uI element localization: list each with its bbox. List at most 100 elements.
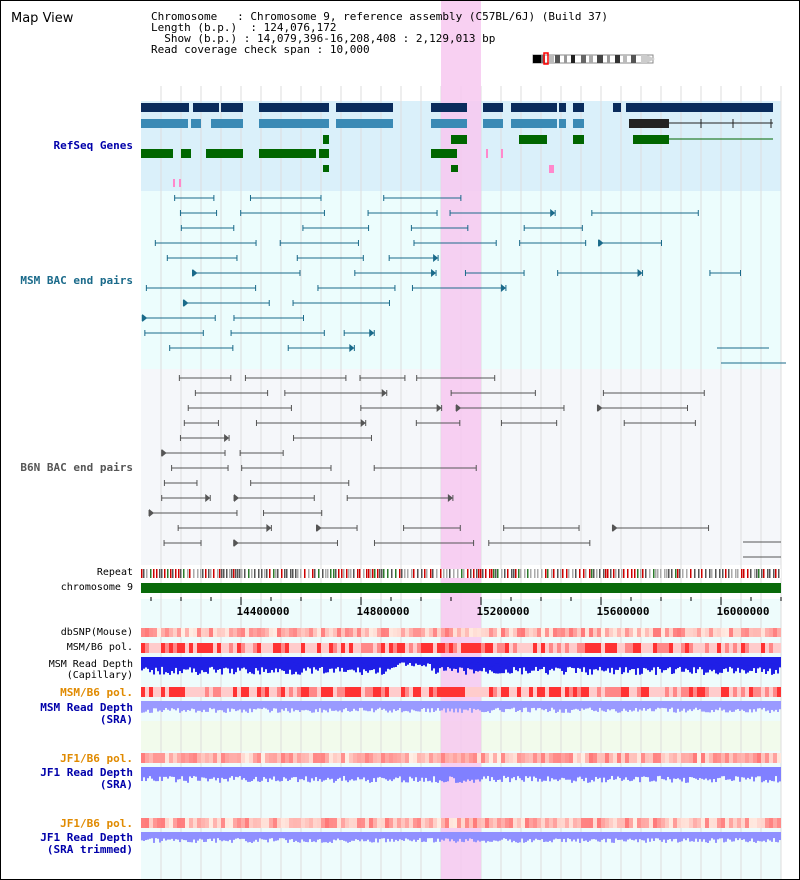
jf1-depth-bar — [777, 767, 779, 783]
msm-b6-pol-cell — [609, 643, 613, 653]
dbsnp-cell — [157, 628, 161, 637]
msm-b6-pol-sra-cell — [769, 687, 773, 697]
jf1-b6-pol-trim-cell — [353, 818, 357, 828]
jf1-b6-pol-cell — [681, 753, 685, 763]
chromosome-ideogram[interactable] — [531, 52, 656, 65]
jf1-depth-trim-bar — [465, 832, 467, 840]
jf1-b6-pol-cell — [629, 753, 633, 763]
jf1-b6-pol-trim-cell — [257, 818, 261, 828]
repeat-element — [241, 569, 243, 578]
msm-depth-sra-bar — [273, 701, 275, 709]
msm-b6-pol-sra-cell — [661, 687, 665, 697]
jf1-b6-pol-cell — [353, 753, 357, 763]
msm-b6-pol-cell — [413, 643, 417, 653]
dbsnp-cell — [441, 628, 445, 637]
dbsnp-cell — [681, 628, 685, 637]
repeat-element — [711, 569, 713, 578]
msm-depth-cap-bar — [253, 657, 255, 675]
msm-b6-pol-sra-cell — [593, 687, 597, 697]
jf1-depth-bar — [155, 767, 157, 782]
jf1-depth-line1: JF1 Read Depth — [40, 766, 133, 779]
jf1-depth-bar — [281, 767, 283, 781]
dbsnp-cell — [265, 628, 269, 637]
repeat-element — [239, 569, 241, 578]
repeat-element — [557, 569, 559, 578]
dbsnp-cell — [521, 628, 525, 637]
track-label-jf1-depth-trim: JF1 Read Depth (SRA trimmed) — [40, 832, 133, 856]
msm-depth-sra-bar — [195, 701, 197, 713]
jf1-depth-bar — [673, 767, 675, 779]
jf1-depth-bar — [163, 767, 165, 777]
repeat-element — [453, 569, 455, 578]
jf1-depth-bar — [707, 767, 709, 781]
jf1-depth-bar — [141, 767, 143, 782]
jf1-b6-pol-trim-cell — [473, 818, 477, 828]
jf1-depth-trim-bar — [503, 832, 505, 839]
msm-depth-cap-bar — [339, 657, 341, 666]
jf1-depth-bar — [507, 767, 509, 777]
jf1-b6-pol-cell — [145, 753, 149, 763]
jf1-b6-pol-cell — [417, 753, 421, 763]
msm-depth-sra-bar — [187, 701, 189, 711]
msm-depth-cap-bar — [511, 657, 513, 666]
msm-depth-sra-bar — [343, 701, 345, 710]
jf1-depth-bar — [531, 767, 533, 782]
msm-b6-pol-sra-cell — [189, 687, 193, 697]
repeat-element — [164, 569, 166, 578]
msm-depth-sra-bar — [407, 701, 409, 712]
msm-b6-pol-sra-cell — [773, 687, 777, 697]
repeat-element — [449, 569, 451, 578]
jf1-depth-bar — [633, 767, 635, 780]
jf1-depth-trim-bar — [319, 832, 321, 840]
msm-depth-cap-bar — [327, 657, 329, 663]
msm-b6-pol-sra-cell — [173, 687, 177, 697]
msm-depth-cap-bar — [457, 657, 459, 667]
msm-depth-sra-bar — [639, 701, 641, 710]
jf1-b6-pol-cell — [749, 753, 753, 763]
gene-pink — [549, 165, 554, 173]
jf1-depth-trim-bar — [625, 832, 627, 842]
msm-b6-pol-sra-cell — [253, 687, 257, 697]
jf1-depth-bar — [373, 767, 375, 779]
dbsnp-cell — [525, 628, 529, 637]
msm-depth-sra-bar — [391, 701, 393, 713]
jf1-depth-trim-bar — [715, 832, 717, 843]
msm-depth-sra-bar — [425, 701, 427, 712]
msm-depth-sra-bar — [561, 701, 563, 713]
repeat-element — [183, 569, 185, 578]
jf1-depth-bar — [251, 767, 253, 782]
jf1-depth-trim-bar — [275, 832, 277, 841]
jf1-depth-trim-bar — [573, 832, 575, 840]
msm-b6-pol-cell — [337, 643, 341, 653]
jf1-depth-bar — [423, 767, 425, 782]
jf1-b6-pol-cell — [673, 753, 677, 763]
msm-depth-sra-bar — [249, 701, 251, 709]
dbsnp-cell — [613, 628, 617, 637]
msm-b6-pol-cell — [245, 643, 249, 653]
msm-b6-pol-cell — [433, 643, 437, 653]
jf1-depth-trim-bar — [349, 832, 351, 842]
msm-b6-pol-sra-cell — [425, 687, 429, 697]
msm-depth-sra-bar — [287, 701, 289, 712]
jf1-depth-bar — [729, 767, 731, 780]
jf1-depth-trim-bar — [497, 832, 499, 842]
jf1-depth-trim-bar — [597, 832, 599, 842]
jf1-b6-pol-trim-cell — [377, 818, 381, 828]
msm-depth-cap-bar — [767, 657, 769, 664]
msm-depth-cap-bar — [187, 657, 189, 666]
msm-depth-cap-bar — [405, 657, 407, 666]
msm-depth-cap-bar — [353, 657, 355, 671]
msm-b6-pol-sra-cell — [541, 687, 545, 697]
repeat-element — [383, 569, 385, 578]
jf1-depth-trim-line1: JF1 Read Depth — [40, 831, 133, 844]
msm-depth-cap-bar — [709, 657, 711, 665]
msm-b6-pol-cell — [213, 643, 217, 653]
msm-depth-cap-bar — [221, 657, 223, 675]
jf1-depth-trim-bar — [623, 832, 625, 842]
msm-depth-cap-bar — [203, 657, 205, 666]
jf1-depth-bar — [311, 767, 313, 779]
jf1-b6-pol-cell — [193, 753, 197, 763]
repeat-element — [480, 569, 482, 578]
msm-depth-cap-bar — [179, 657, 181, 666]
